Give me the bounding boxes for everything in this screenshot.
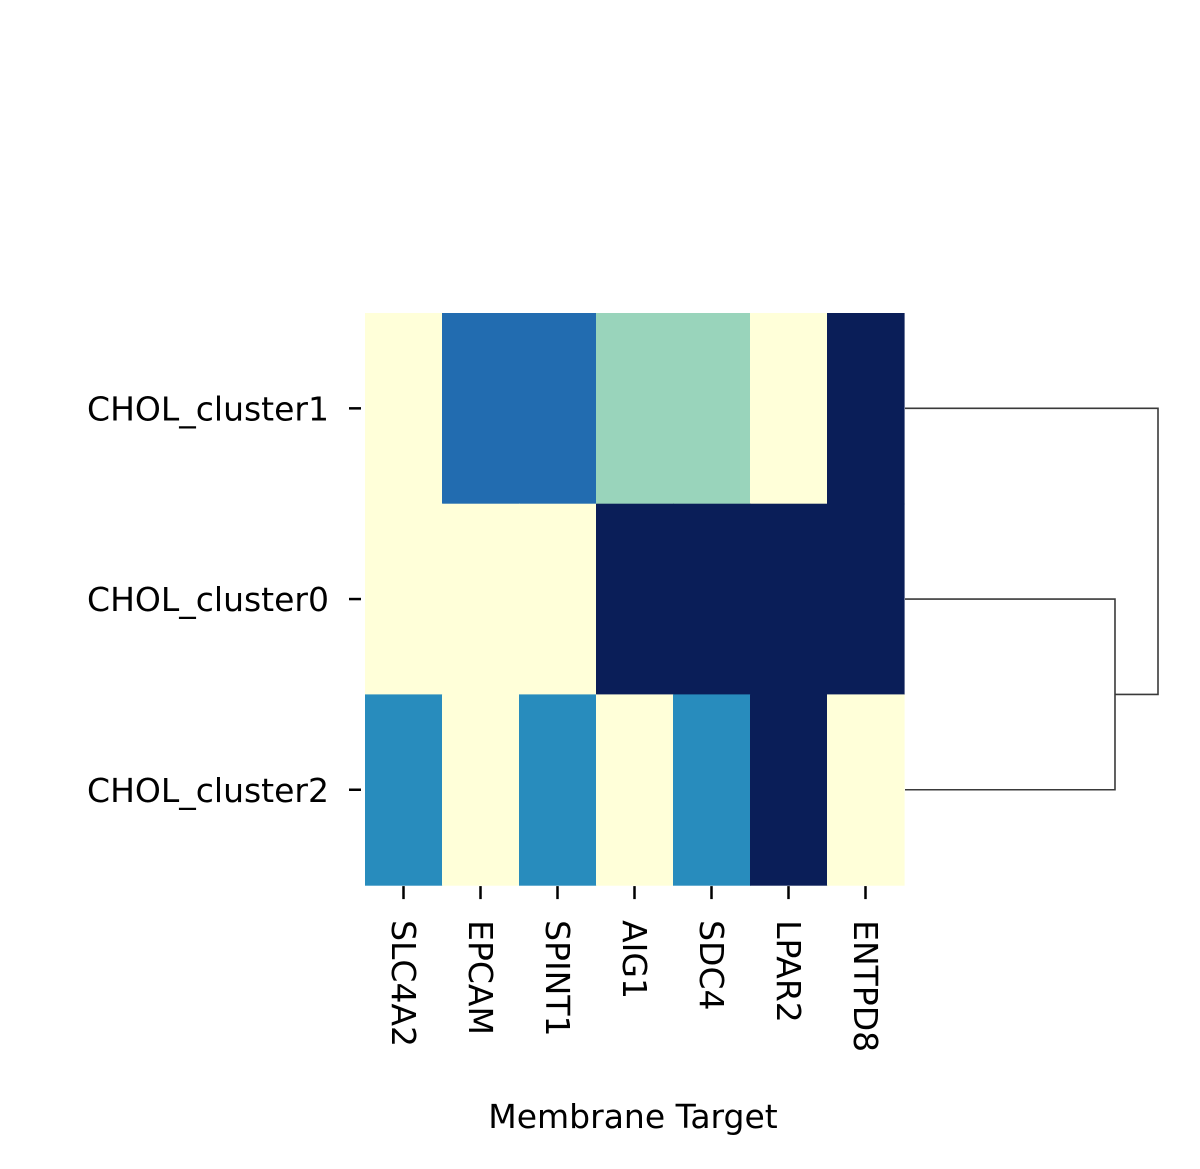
x-axis-title: Membrane Target [488,1097,778,1136]
column-label: SLC4A2 [384,920,423,1047]
column-label: LPAR2 [769,920,808,1023]
heatmap-cell-CHOL_cluster1-LPAR2 [750,313,828,505]
heatmap-cell-CHOL_cluster0-ENTPD8 [827,503,905,695]
heatmap-cell-CHOL_cluster0-AIG1 [596,503,674,695]
heatmap-cell-CHOL_cluster0-EPCAM [442,503,520,695]
column-label: SPINT1 [538,920,577,1036]
heatmap-cell-CHOL_cluster1-SLC4A2 [365,313,443,505]
column-ticks: SLC4A2 EPCAM SPINT1 AIG1 SDC4 LPAR2 ENTPD8 [384,886,885,1052]
heatmap-cell-CHOL_cluster1-EPCAM [442,313,520,505]
column-label: EPCAM [461,920,500,1035]
row-label: CHOL_cluster0 [87,580,329,619]
heatmap-cell-CHOL_cluster2-EPCAM [442,694,520,886]
heatmap-cell-CHOL_cluster1-ENTPD8 [827,313,905,505]
heatmap-cells [365,313,905,886]
heatmap-cell-CHOL_cluster2-SPINT1 [519,694,597,886]
heatmap-cell-CHOL_cluster0-SPINT1 [519,503,597,695]
heatmap-cell-CHOL_cluster2-SDC4 [673,694,751,886]
column-label: SDC4 [692,920,731,1010]
heatmap-cell-CHOL_cluster2-LPAR2 [750,694,828,886]
heatmap-cell-CHOL_cluster1-SDC4 [673,313,751,505]
row-label: CHOL_cluster1 [87,389,329,428]
heatmap-cell-CHOL_cluster0-LPAR2 [750,503,828,695]
column-label: AIG1 [615,920,654,999]
row-label: CHOL_cluster2 [87,771,329,810]
heatmap-cell-CHOL_cluster2-AIG1 [596,694,674,886]
heatmap-cell-CHOL_cluster1-SPINT1 [519,313,597,505]
heatmap-cell-CHOL_cluster1-AIG1 [596,313,674,505]
heatmap-cell-CHOL_cluster2-SLC4A2 [365,694,443,886]
heatmap-cell-CHOL_cluster0-SLC4A2 [365,503,443,695]
dendrogram-link-inner [905,598,1116,791]
column-label: ENTPD8 [846,920,885,1052]
heatmap-cell-CHOL_cluster0-SDC4 [673,503,751,695]
row-dendrogram [905,407,1159,791]
row-ticks: CHOL_cluster1 CHOL_cluster0 CHOL_cluster2 [87,389,361,810]
heatmap-cell-CHOL_cluster2-ENTPD8 [827,694,905,886]
dendrogram-link-outer [905,407,1159,696]
